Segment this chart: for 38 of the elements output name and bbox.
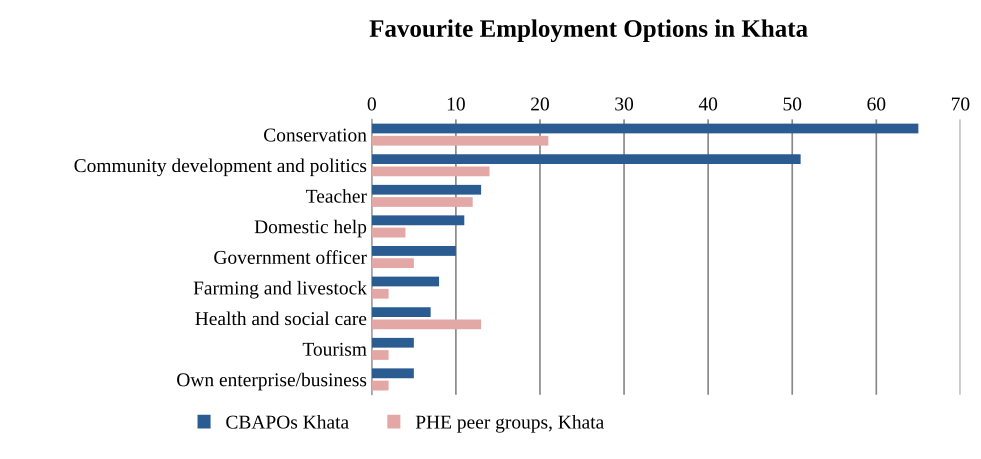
y-tick-label: Government officer [214, 250, 367, 264]
bar [372, 380, 389, 390]
bar [372, 258, 414, 268]
y-tick-label: Domestic help [254, 220, 366, 238]
y-tick-label: Tourism [302, 342, 367, 356]
bar [372, 276, 440, 286]
bar [372, 288, 389, 299]
x-tick-label: 10 [448, 97, 465, 111]
bar [372, 215, 464, 226]
bar [372, 166, 490, 176]
x-tick-label: 40 [698, 97, 718, 111]
y-tick-label: Farming and livestock [194, 280, 367, 299]
bar [372, 338, 414, 348]
y-tick-label: Health and social care [195, 311, 366, 326]
bar [372, 307, 431, 318]
bar [372, 136, 548, 146]
bar [372, 154, 801, 164]
x-tick-label: 30 [615, 97, 634, 111]
y-tick-label: Conservation [264, 128, 367, 142]
x-tick-label: 70 [952, 97, 970, 111]
bar [372, 197, 473, 207]
bar [372, 184, 482, 195]
y-tick-label: Teacher [306, 189, 367, 203]
x-tick-label: 0 [368, 97, 376, 111]
bar [372, 319, 482, 330]
x-tick-label: 60 [867, 97, 886, 111]
legend-label: PHE peer groups, Khata [416, 414, 604, 433]
y-tick-label: Own enterprise/business [177, 372, 366, 390]
chart-title: Favourite Employment Options in Khata [370, 19, 808, 42]
bar [372, 350, 389, 360]
x-tick-label: 20 [531, 97, 549, 111]
x-tick-label: 50 [784, 97, 802, 111]
bar [372, 228, 406, 238]
bar [372, 246, 456, 256]
bar [372, 124, 918, 134]
y-tick-label: Community development and politics [74, 158, 366, 176]
bar [372, 368, 414, 378]
legend-label: CBAPOs Khata [226, 414, 349, 429]
